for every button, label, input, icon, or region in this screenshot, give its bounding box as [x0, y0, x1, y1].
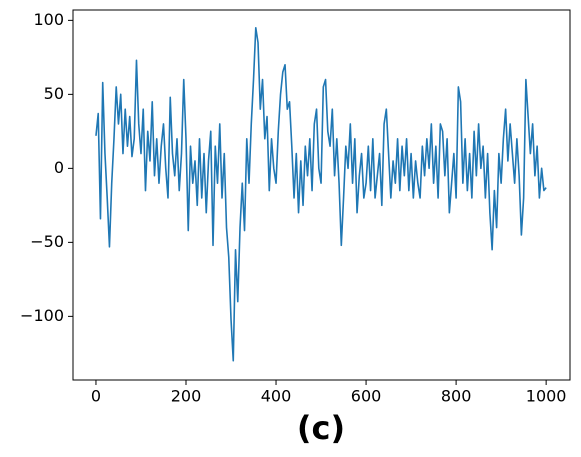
x-tick-label: 600	[351, 387, 382, 406]
x-tick-label: 0	[91, 387, 101, 406]
x-tick-label: 400	[261, 387, 292, 406]
y-tick-label: 0	[54, 158, 64, 177]
y-tick-label: 50	[44, 84, 64, 103]
x-tick-label: 800	[441, 387, 472, 406]
x-axis-label: (c)	[297, 409, 345, 447]
y-tick-label: −50	[30, 232, 64, 251]
x-tick-label: 200	[171, 387, 202, 406]
y-tick-label: 100	[33, 10, 64, 29]
plot-frame	[72, 9, 571, 381]
x-tick-label: 1000	[526, 387, 567, 406]
y-tick-label: −100	[20, 306, 64, 325]
line-series	[95, 26, 547, 362]
